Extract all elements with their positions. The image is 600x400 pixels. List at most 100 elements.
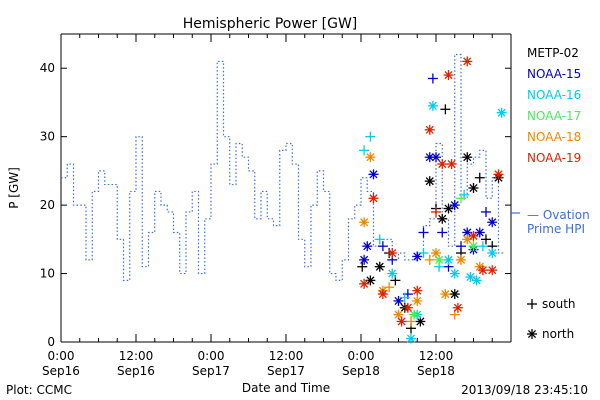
north-marker xyxy=(406,333,416,344)
north-marker xyxy=(456,254,466,265)
north-marker xyxy=(496,107,507,118)
y-tick-label: 30 xyxy=(40,130,55,144)
north-marker xyxy=(387,268,398,279)
north-marker xyxy=(443,254,454,265)
legend-entry: NOAA-18 xyxy=(527,130,581,144)
north-marker xyxy=(443,70,454,81)
north-marker xyxy=(359,217,370,228)
satellite-markers xyxy=(357,56,507,344)
south-marker xyxy=(431,206,441,217)
x-tick-label-time: 0:00 xyxy=(198,349,225,363)
north-marker xyxy=(437,213,448,224)
north-marker xyxy=(362,241,373,252)
south-marker xyxy=(481,234,491,245)
x-tick-label-date: Sep18 xyxy=(342,364,380,378)
south-marker xyxy=(399,292,410,303)
north-marker xyxy=(412,251,423,262)
north-marker xyxy=(471,275,482,286)
north-marker xyxy=(374,261,385,272)
south-marker xyxy=(365,131,376,142)
x-axis-ticks: 0:00Sep1612:00Sep160:00Sep1712:00Sep170:… xyxy=(42,34,512,378)
y-tick-label: 20 xyxy=(40,198,55,212)
north-marker xyxy=(462,152,473,163)
south-marker xyxy=(418,227,429,238)
north-marker xyxy=(427,100,438,111)
south-marker xyxy=(456,241,466,252)
x-tick-label-time: 12:00 xyxy=(119,349,154,363)
x-tick-label-date: Sep18 xyxy=(417,364,455,378)
south-marker xyxy=(424,254,435,265)
series-noaa-19 xyxy=(359,56,504,327)
hpi-step-line xyxy=(61,53,505,281)
north-marker xyxy=(424,152,435,163)
north-marker xyxy=(449,289,460,300)
x-tick-label-time: 12:00 xyxy=(419,349,454,363)
series-noaa-17 xyxy=(409,193,479,320)
x-tick-label-date: Sep17 xyxy=(192,364,230,378)
north-marker xyxy=(393,295,404,306)
marker-key-north: north xyxy=(527,327,574,341)
north-marker xyxy=(493,169,504,180)
south-marker xyxy=(377,241,388,252)
x-tick-label-date: Sep17 xyxy=(267,364,305,378)
north-marker xyxy=(487,217,498,228)
hpi-legend-label: — Ovation xyxy=(527,208,590,222)
x-tick-label-date: Sep16 xyxy=(117,364,155,378)
south-marker xyxy=(440,104,451,115)
north-marker xyxy=(359,254,370,265)
legend-entry: NOAA-19 xyxy=(527,151,581,165)
south-marker xyxy=(437,227,448,238)
south-marker xyxy=(374,234,385,245)
north-marker xyxy=(431,152,441,163)
north-marker xyxy=(449,200,460,211)
south-marker xyxy=(359,145,370,156)
north-marker xyxy=(487,265,498,276)
legend-entry: NOAA-15 xyxy=(527,67,581,81)
north-marker xyxy=(368,193,379,204)
north-marker xyxy=(446,159,457,170)
north-marker xyxy=(527,329,537,339)
south-marker xyxy=(406,316,416,327)
south-marker xyxy=(527,299,537,309)
x-tick-label-time: 0:00 xyxy=(348,349,375,363)
north-marker xyxy=(402,302,413,313)
south-marker xyxy=(477,241,488,252)
x-tick-label-time: 12:00 xyxy=(269,349,304,363)
south-marker xyxy=(474,172,485,183)
north-marker xyxy=(424,124,435,135)
y-tick-label: 10 xyxy=(40,267,55,281)
north-marker xyxy=(452,302,463,313)
south-marker xyxy=(418,248,429,259)
north-marker xyxy=(477,265,488,276)
x-axis-label: Date and Time xyxy=(242,381,330,395)
footer-right-timestamp: 2013/09/18 23:45:10 xyxy=(461,383,588,397)
legend-entry: NOAA-16 xyxy=(527,88,581,102)
north-marker xyxy=(396,316,407,327)
north-marker xyxy=(487,248,498,259)
north-marker xyxy=(412,285,423,296)
x-tick-label-time: 0:00 xyxy=(48,349,75,363)
north-marker xyxy=(412,295,423,306)
north-marker xyxy=(462,56,473,67)
north-marker xyxy=(359,278,370,289)
north-marker xyxy=(437,159,448,170)
south-marker xyxy=(357,261,368,272)
north-marker xyxy=(409,309,420,320)
x-tick-label-date: Sep16 xyxy=(42,364,80,378)
north-marker xyxy=(424,176,435,187)
series-noaa-16 xyxy=(359,100,507,344)
south-marker xyxy=(456,193,466,204)
north-marker xyxy=(443,203,454,214)
north-marker xyxy=(365,152,376,163)
north-marker xyxy=(468,241,479,252)
hpi-legend-label-2: Prime HPI xyxy=(527,222,585,236)
north-marker xyxy=(431,248,441,259)
chart-title: Hemispheric Power [GW] xyxy=(183,16,358,32)
north-marker xyxy=(415,316,426,327)
north-marker xyxy=(368,169,379,180)
north-marker xyxy=(440,289,451,300)
north-marker xyxy=(468,183,479,193)
south-marker xyxy=(384,282,395,293)
ovation-hpi-series xyxy=(61,53,505,281)
